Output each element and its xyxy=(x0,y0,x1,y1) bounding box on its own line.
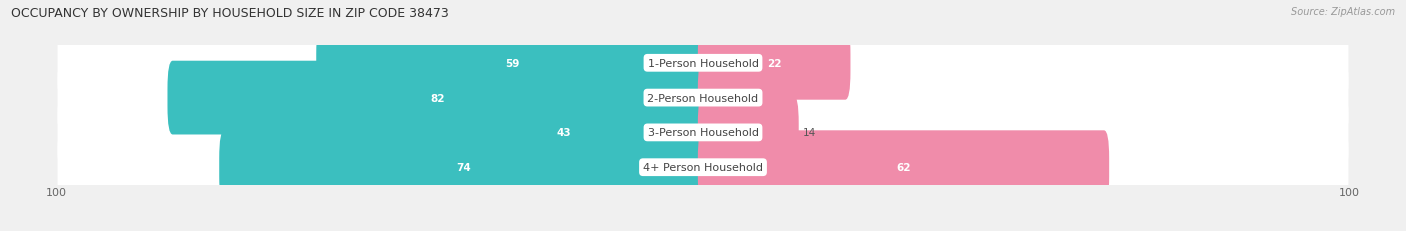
Text: 43: 43 xyxy=(557,128,571,138)
FancyBboxPatch shape xyxy=(219,131,709,204)
FancyBboxPatch shape xyxy=(420,96,709,170)
Text: 4+ Person Household: 4+ Person Household xyxy=(643,162,763,173)
Text: 59: 59 xyxy=(505,58,519,69)
FancyBboxPatch shape xyxy=(167,61,709,135)
Text: 1-Person Household: 1-Person Household xyxy=(648,58,758,69)
Text: 82: 82 xyxy=(430,93,446,103)
FancyBboxPatch shape xyxy=(697,27,851,100)
FancyBboxPatch shape xyxy=(697,61,734,135)
Text: OCCUPANCY BY OWNERSHIP BY HOUSEHOLD SIZE IN ZIP CODE 38473: OCCUPANCY BY OWNERSHIP BY HOUSEHOLD SIZE… xyxy=(11,7,449,20)
Text: 2-Person Household: 2-Person Household xyxy=(647,93,759,103)
FancyBboxPatch shape xyxy=(58,33,1348,94)
Text: 22: 22 xyxy=(766,58,782,69)
FancyBboxPatch shape xyxy=(697,96,799,170)
Text: 3-Person Household: 3-Person Household xyxy=(648,128,758,138)
Text: 14: 14 xyxy=(803,128,817,138)
FancyBboxPatch shape xyxy=(58,103,1348,163)
Text: 4: 4 xyxy=(738,93,745,103)
FancyBboxPatch shape xyxy=(58,68,1348,128)
FancyBboxPatch shape xyxy=(697,131,1109,204)
Text: Source: ZipAtlas.com: Source: ZipAtlas.com xyxy=(1291,7,1395,17)
Text: 62: 62 xyxy=(896,162,911,173)
Text: 74: 74 xyxy=(457,162,471,173)
FancyBboxPatch shape xyxy=(58,137,1348,198)
FancyBboxPatch shape xyxy=(316,27,709,100)
